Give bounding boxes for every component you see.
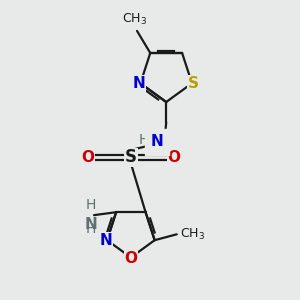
Text: H: H bbox=[86, 198, 96, 212]
Text: N: N bbox=[151, 134, 164, 149]
Text: O: O bbox=[168, 150, 181, 165]
Text: O: O bbox=[124, 251, 137, 266]
Text: O: O bbox=[81, 150, 94, 165]
Text: CH$_3$: CH$_3$ bbox=[180, 227, 205, 242]
Text: S: S bbox=[188, 76, 199, 91]
Text: N: N bbox=[133, 76, 145, 91]
Text: H: H bbox=[138, 133, 148, 147]
Text: H: H bbox=[86, 222, 96, 236]
Text: N: N bbox=[85, 217, 98, 232]
Text: CH$_3$: CH$_3$ bbox=[122, 11, 147, 26]
Text: N: N bbox=[99, 233, 112, 248]
Text: S: S bbox=[125, 148, 137, 166]
